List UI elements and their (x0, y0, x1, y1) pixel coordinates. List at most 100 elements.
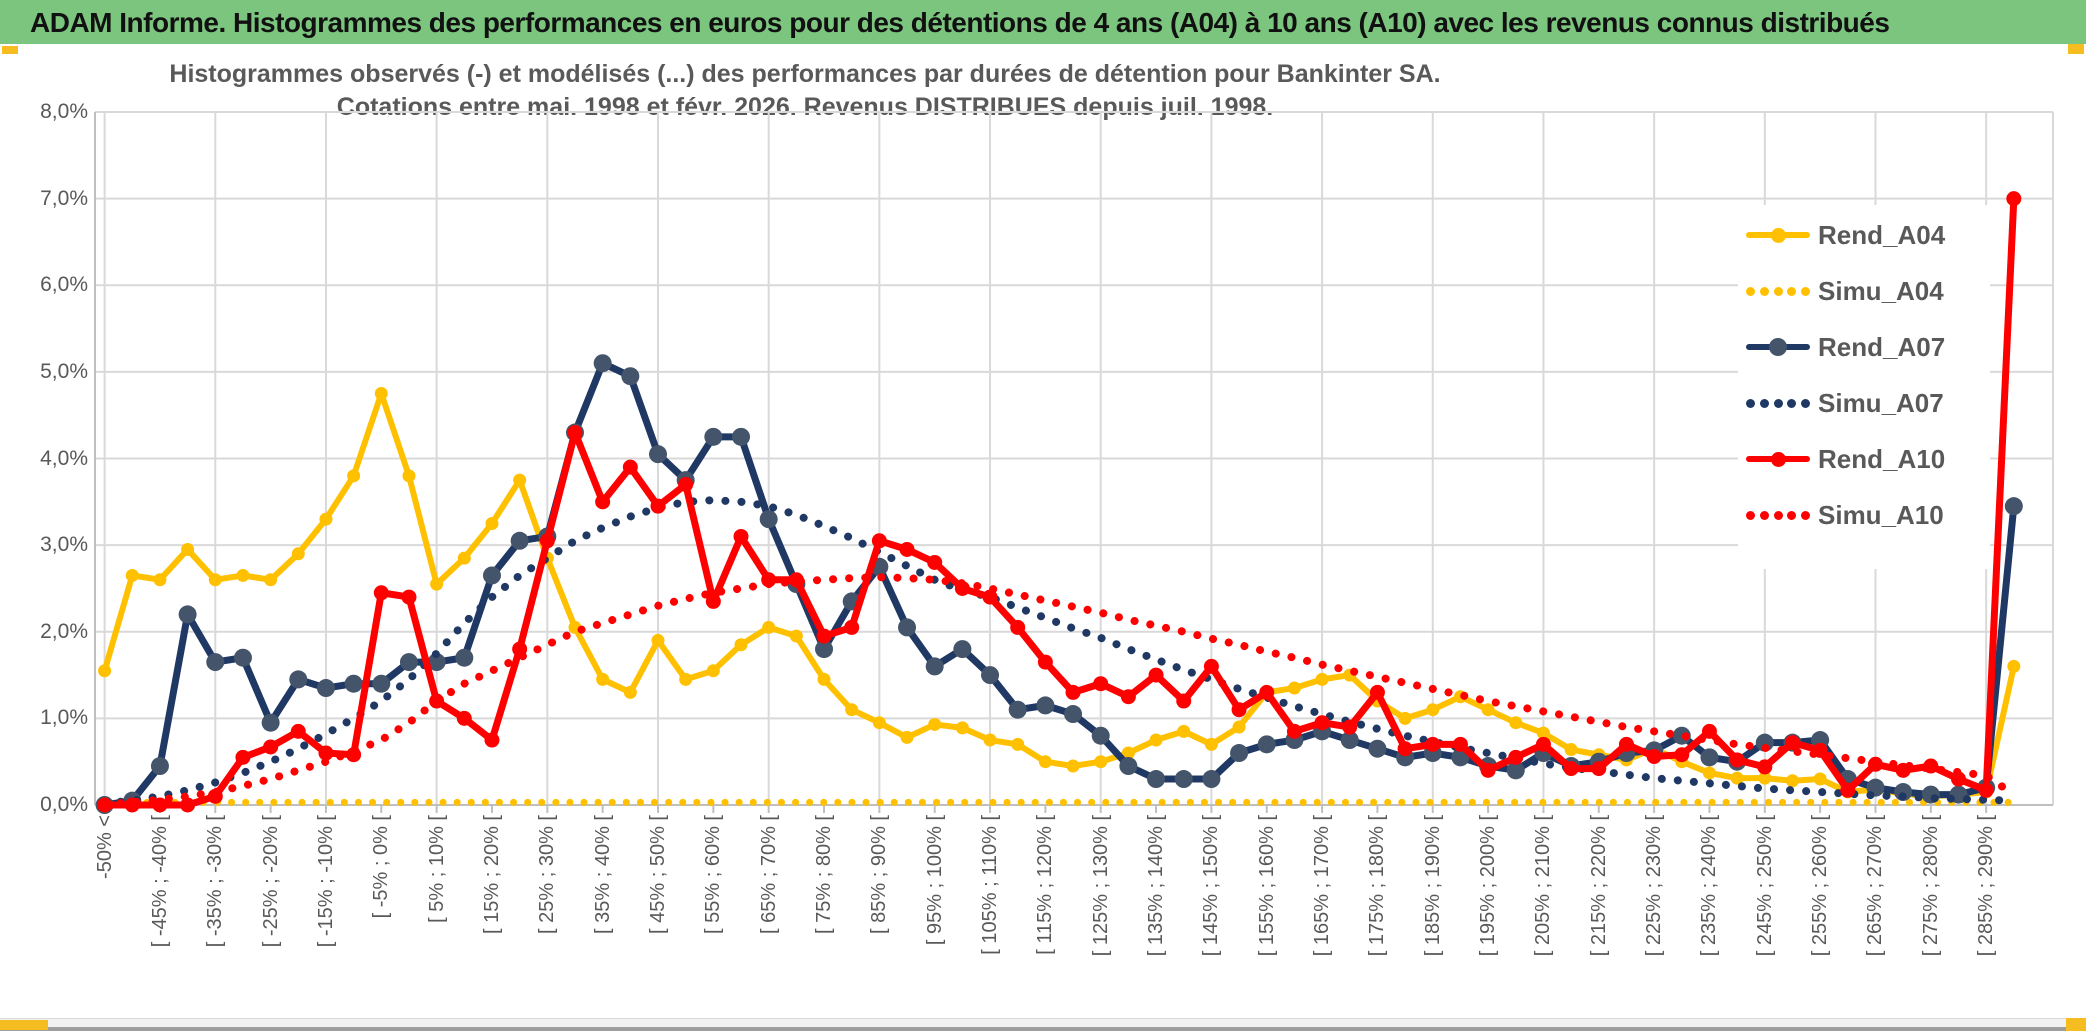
series-marker-rend_a10 (982, 589, 998, 605)
y-axis-tick-label: 5,0% (40, 359, 88, 383)
legend-item-simu_a10[interactable]: Simu_A10 (1746, 499, 1990, 531)
series-marker-rend_a04 (125, 568, 139, 582)
series-marker-rend_a10 (2006, 191, 2022, 207)
series-marker-rend_a10 (899, 541, 915, 557)
x-axis-tick-label: [ 285% ; 290% [ (1975, 815, 1998, 957)
series-marker-rend_a10 (484, 732, 500, 748)
legend-item-simu_a07[interactable]: Simu_A07 (1746, 387, 1990, 419)
x-axis-tick-label: -50% < (93, 815, 116, 879)
series-marker-rend_a04 (513, 473, 527, 487)
chart-title-line1: Histogrammes observés (-) et modélisés (… (169, 60, 1441, 88)
x-axis-tick-label: [ 15% ; 20% [ (480, 815, 503, 934)
header-accent-right (2068, 44, 2084, 54)
x-axis-tick-label: [ 155% ; 160% [ (1255, 815, 1278, 957)
series-marker-rend_a07 (482, 566, 501, 585)
series-marker-rend_a04 (1564, 743, 1578, 757)
x-axis-tick-label: [ 85% ; 90% [ (868, 815, 891, 934)
series-marker-rend_a10 (678, 476, 694, 492)
legend-label: Rend_A07 (1818, 331, 1946, 362)
series-marker-rend_a10 (539, 533, 555, 549)
series-marker-rend_a10 (1231, 702, 1247, 718)
legend-dots-icon (1746, 398, 1810, 408)
series-marker-rend_a10 (1397, 741, 1413, 757)
series-marker-rend_a04 (153, 573, 167, 587)
series-marker-rend_a04 (181, 542, 195, 556)
chart-title-line2: Cotations entre mai. 1998 et févr. 2026.… (336, 93, 1274, 121)
series-marker-rend_a04 (319, 512, 333, 526)
series-marker-rend_a07 (953, 640, 972, 659)
legend-item-rend_a10[interactable]: Rend_A10 (1746, 443, 1990, 475)
series-marker-rend_a04 (1702, 766, 1716, 780)
series-marker-rend_a10 (1563, 761, 1579, 777)
series-marker-rend_a07 (289, 670, 308, 689)
y-axis-tick-label: 8,0% (40, 100, 88, 123)
series-marker-rend_a10 (180, 797, 196, 813)
series-marker-rend_a04 (1398, 711, 1412, 725)
series-marker-rend_a04 (1730, 771, 1744, 785)
series-marker-rend_a07 (1368, 739, 1387, 758)
series-marker-rend_a04 (347, 469, 361, 483)
y-axis-tick-label: 4,0% (40, 446, 88, 470)
series-line-rend_a10 (101, 195, 2018, 809)
x-axis-tick-label: [ 115% ; 120% [ (1034, 815, 1057, 955)
series-marker-rend_a04 (706, 664, 720, 678)
series-marker-rend_a04 (734, 638, 748, 652)
x-axis-tick-label: [ 185% ; 190% [ (1421, 815, 1444, 957)
legend-item-simu_a04[interactable]: Simu_A04 (1746, 275, 1990, 307)
series-marker-rend_a04 (1758, 771, 1772, 785)
series-marker-rend_a10 (871, 533, 887, 549)
series-marker-rend_a10 (1425, 736, 1441, 752)
series-marker-rend_a07 (1202, 770, 1221, 789)
series-marker-rend_a07 (732, 427, 751, 446)
legend-label: Rend_A04 (1818, 219, 1946, 250)
y-axis-tick-label: 2,0% (40, 619, 88, 643)
x-axis-tick-label: [ 55% ; 60% [ (702, 815, 725, 934)
series-marker-rend_a10 (1176, 693, 1192, 709)
series-marker-rend_a10 (1784, 735, 1800, 751)
x-axis-tick-label: [ 5% ; 10% [ (425, 815, 448, 923)
series-marker-rend_a10 (1065, 684, 1081, 700)
series-marker-rend_a04 (236, 568, 250, 582)
series-marker-rend_a10 (1535, 736, 1551, 752)
series-marker-rend_a07 (150, 757, 169, 776)
legend-item-rend_a07[interactable]: Rend_A07 (1746, 331, 1990, 363)
series-marker-rend_a07 (316, 679, 335, 698)
series-marker-rend_a10 (1148, 667, 1164, 683)
series-marker-rend_a10 (1452, 736, 1468, 752)
legend-label: Simu_A07 (1818, 387, 1944, 418)
series-marker-rend_a04 (1813, 772, 1827, 786)
legend-label: Simu_A04 (1818, 275, 1944, 306)
header-bar: ADAM Informe. Histogrammes des performan… (0, 0, 2086, 44)
series-marker-rend_a04 (208, 573, 222, 587)
legend-item-rend_a04[interactable]: Rend_A04 (1746, 219, 1990, 251)
series-marker-rend_a10 (1037, 654, 1053, 670)
series-marker-rend_a07 (2004, 497, 2023, 516)
series-marker-rend_a07 (399, 653, 418, 672)
y-axis-tick-label: 1,0% (40, 706, 88, 730)
series-marker-rend_a10 (456, 710, 472, 726)
y-axis-tick-label: 3,0% (40, 533, 88, 557)
x-axis-tick-label: [ 75% ; 80% [ (813, 815, 836, 934)
series-marker-rend_a04 (762, 620, 776, 634)
series-marker-rend_a07 (510, 531, 529, 550)
x-axis-tick-label: [ 145% ; 150% [ (1200, 815, 1223, 957)
x-axis-tick-label: [ 175% ; 180% [ (1366, 815, 1389, 957)
series-marker-rend_a10 (263, 739, 279, 755)
legend-line-icon (1746, 451, 1810, 467)
series-marker-rend_a07 (1174, 770, 1193, 789)
series-line-rend_a04 (101, 390, 2017, 800)
series-marker-rend_a04 (264, 573, 278, 587)
legend-label: Simu_A10 (1818, 499, 1944, 530)
x-axis-tick-label: [ 135% ; 140% [ (1145, 815, 1168, 957)
bottom-strip (0, 1018, 2086, 1028)
series-marker-rend_a04 (1177, 724, 1191, 738)
series-marker-rend_a04 (955, 721, 969, 735)
x-axis-tick-label: [ 25% ; 30% [ (536, 815, 559, 934)
series-marker-rend_a04 (1149, 733, 1163, 747)
series-marker-rend_a07 (344, 674, 363, 693)
series-marker-rend_a04 (1038, 755, 1052, 769)
x-axis-tick-label: [ 105% ; 110% [ (979, 815, 1002, 955)
series-marker-rend_a10 (1757, 759, 1773, 775)
series-marker-rend_a10 (567, 425, 583, 441)
